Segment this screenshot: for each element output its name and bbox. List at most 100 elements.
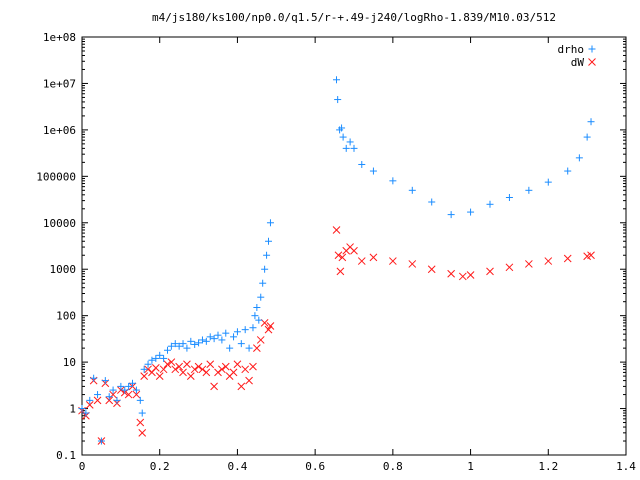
x-tick-label: 1.4 [616,460,636,473]
point-drho [152,354,160,362]
point-dW [336,267,345,276]
point-drho [171,340,179,348]
point-dW [136,418,145,427]
point-drho [237,340,245,348]
point-dW [151,364,160,372]
point-drho [136,396,144,404]
point-drho [210,335,218,343]
point-dW [175,362,183,371]
point-drho [202,337,210,345]
point-drho [78,405,86,413]
point-drho [191,340,199,348]
point-dW [198,365,207,374]
point-drho [214,331,222,339]
point-dW [357,257,366,265]
point-drho [255,316,263,324]
series-dW [78,226,595,445]
point-dW [233,360,242,369]
point-dW [117,386,125,394]
point-drho [265,237,273,245]
point-dW [93,396,102,405]
point-dW [163,360,172,369]
point-drho [82,409,90,417]
point-dW [486,267,494,276]
point-drho [187,337,195,345]
point-dW [214,368,222,377]
point-dW [427,265,436,274]
point-drho [167,342,175,350]
legend-marker-dW [588,58,596,66]
point-drho [334,96,342,104]
point-drho [249,324,257,332]
point-dW [105,396,114,405]
x-tick-label: 1 [467,460,474,473]
point-drho [230,333,238,341]
point-dW [264,325,273,334]
point-drho [101,377,109,385]
point-drho [144,360,152,368]
point-dW [221,362,230,371]
point-drho [86,396,94,404]
point-drho [109,386,117,394]
y-tick-label: 1e+07 [43,77,76,90]
point-drho [94,391,102,399]
point-dW [253,344,261,352]
point-dW [194,362,203,371]
point-drho [233,328,241,336]
point-dW [206,360,215,369]
point-dW [202,368,211,377]
plot-frame [81,36,627,456]
point-dW [190,365,199,374]
point-dW [338,253,347,262]
point-drho [253,303,261,311]
point-dW [210,382,218,391]
point-dW [332,226,341,234]
point-drho [163,346,171,354]
point-drho [198,336,206,344]
point-dW [179,368,187,377]
legend-label-dW: dW [571,56,585,69]
point-drho [408,186,416,194]
point-dW [266,322,275,330]
chart-title: m4/js180/ks100/np0.0/q1.5/r-+.49-j240/lo… [152,11,556,24]
point-dW [408,260,417,268]
point-dW [171,365,180,374]
point-drho [138,409,146,417]
point-dW [458,272,467,281]
point-drho [333,76,341,84]
point-drho [90,374,98,382]
point-drho [564,167,572,175]
point-drho [125,382,133,390]
point-drho [132,386,140,394]
point-drho [156,351,164,359]
point-drho [259,279,267,287]
y-tick-label: 0.1 [56,449,76,462]
point-dW [138,428,147,437]
point-dW [256,336,265,344]
point-drho [175,342,183,350]
point-drho [183,344,191,352]
point-drho [350,144,358,152]
point-dW [369,253,378,262]
plot-area [78,76,595,445]
point-drho [505,194,513,202]
point-dW [218,365,226,374]
point-drho [263,251,271,259]
point-drho [218,336,226,344]
point-dW [525,260,533,268]
point-dW [183,360,191,369]
legend-marker-drho [588,45,596,53]
point-dW [466,271,475,279]
point-drho [467,208,475,216]
series-drho [78,76,595,445]
point-drho [583,133,591,141]
point-dW [389,257,397,265]
point-drho [486,200,494,208]
point-dW [505,263,514,272]
point-dW [124,390,133,399]
point-dW [229,368,238,377]
point-drho [257,293,265,301]
x-tick-label: 1.2 [538,460,558,473]
point-drho [160,354,168,362]
